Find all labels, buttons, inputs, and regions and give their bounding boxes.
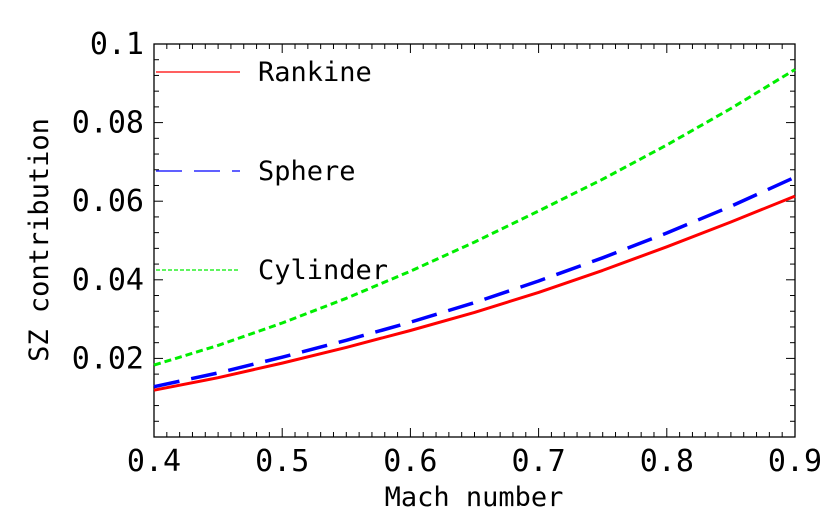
x-axis-label: Mach number [385,482,564,513]
x-tick-label: 0.7 [512,444,566,479]
series-line-cylinder [153,68,796,367]
series-line-rankine [153,194,796,392]
y-tick-label: 0.1 [90,27,144,62]
x-tick-label: 0.4 [127,444,181,479]
y-tick-label: 0.04 [72,263,144,298]
legend: Rankine Sphere Cylinder [156,57,388,286]
x-tick-label: 0.5 [255,444,309,479]
axis-ticks: 0.4 0.5 0.6 0.7 0.8 0.9 0.02 0.04 0.06 0.08 0.1 [72,27,822,479]
y-axis-label: SZ contribution [24,118,55,362]
legend-label-cylinder: Cylinder [258,255,388,286]
legend-label-sphere: Sphere [258,156,356,187]
x-tick-label: 0.8 [640,444,694,479]
x-tick-label: 0.9 [768,444,822,479]
y-tick-label: 0.08 [72,106,144,141]
x-tick-label: 0.6 [383,444,437,479]
legend-label-rankine: Rankine [258,57,372,88]
series-line-sphere [153,175,796,389]
series-lines [153,68,796,392]
y-tick-label: 0.02 [72,341,144,376]
y-tick-label: 0.06 [72,184,144,219]
